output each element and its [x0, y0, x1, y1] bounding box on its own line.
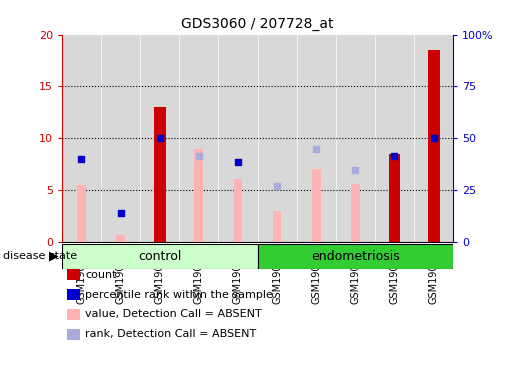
Bar	[154, 107, 165, 242]
Bar	[428, 50, 439, 242]
Text: rank, Detection Call = ABSENT: rank, Detection Call = ABSENT	[85, 329, 256, 339]
Bar	[140, 35, 179, 242]
Bar	[116, 235, 125, 242]
Point	[273, 183, 281, 189]
Bar	[297, 35, 336, 242]
Bar	[218, 35, 258, 242]
Bar	[62, 244, 258, 269]
Point	[390, 153, 399, 159]
Bar	[414, 35, 453, 242]
Bar	[77, 185, 85, 242]
Bar	[312, 169, 320, 242]
Bar	[389, 154, 400, 242]
Text: value, Detection Call = ABSENT: value, Detection Call = ABSENT	[85, 310, 262, 319]
Bar	[62, 35, 101, 242]
Text: disease state: disease state	[3, 251, 77, 262]
Point	[195, 153, 203, 159]
Point	[116, 210, 125, 216]
Point	[77, 156, 85, 162]
Bar	[336, 35, 375, 242]
Bar	[258, 244, 453, 269]
Text: count: count	[85, 270, 116, 280]
Bar	[258, 35, 297, 242]
Point	[156, 135, 164, 141]
Bar	[351, 184, 359, 242]
Bar	[273, 211, 281, 242]
Point	[351, 167, 359, 174]
Point	[234, 159, 242, 165]
Bar	[234, 179, 242, 242]
Bar	[195, 149, 203, 242]
Point	[430, 135, 438, 141]
Text: control: control	[138, 250, 181, 263]
Text: endometriosis: endometriosis	[311, 250, 400, 263]
Bar	[101, 35, 140, 242]
Title: GDS3060 / 207728_at: GDS3060 / 207728_at	[181, 17, 334, 31]
Text: percentile rank within the sample: percentile rank within the sample	[85, 290, 273, 300]
Bar	[375, 35, 414, 242]
Text: ▶: ▶	[49, 250, 59, 263]
Bar	[179, 35, 218, 242]
Point	[312, 146, 320, 152]
